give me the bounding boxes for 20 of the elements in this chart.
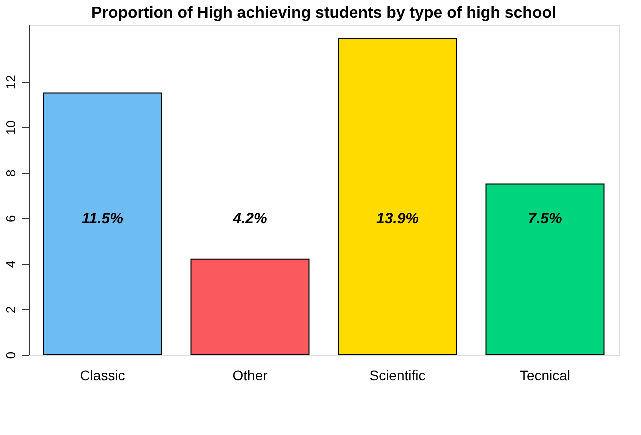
- y-tick-label: 10: [4, 120, 18, 136]
- x-tick-label: Tecnical: [520, 368, 571, 384]
- bar: [486, 184, 605, 356]
- data-label: 4.2%: [232, 210, 268, 228]
- y-tick-label: 6: [4, 215, 18, 223]
- x-tick-label: Classic: [80, 368, 126, 384]
- y-tick-label: 4: [4, 260, 18, 268]
- x-tick-label: Other: [232, 368, 268, 384]
- bar: [190, 258, 310, 356]
- y-tick-label: 8: [4, 170, 18, 178]
- y-tick-label: 2: [4, 306, 18, 314]
- y-tick-label: 12: [4, 75, 18, 90]
- chart-title: Proportion of High achieving students by type of high school: [92, 5, 556, 22]
- data-label: 13.9%: [376, 210, 420, 228]
- y-tick-label: 0: [4, 352, 18, 360]
- data-label: 11.5%: [82, 210, 124, 228]
- bar: [43, 92, 162, 356]
- bar: [338, 38, 458, 356]
- data-label: 7.5%: [528, 210, 562, 228]
- x-tick-label: Scientific: [370, 368, 426, 384]
